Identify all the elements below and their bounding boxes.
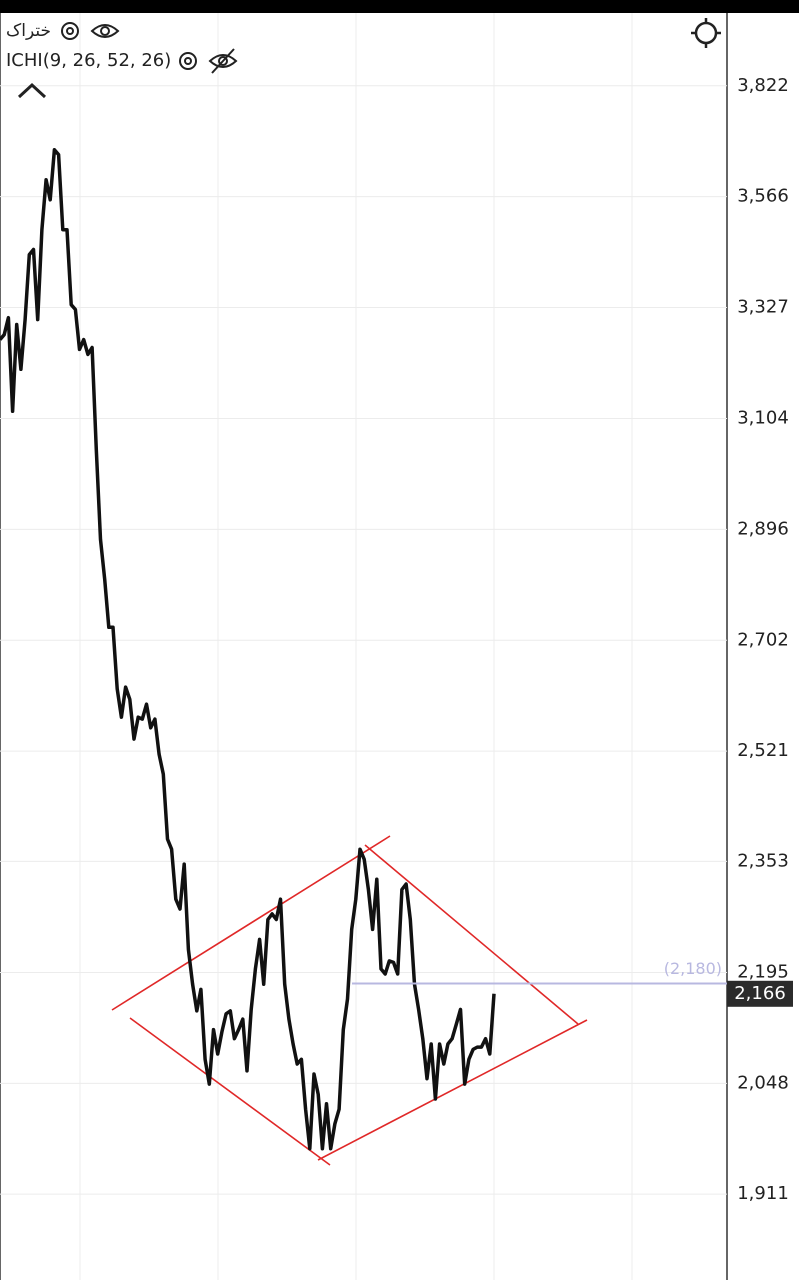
y-tick-label: 3,822 <box>737 75 789 96</box>
chart-title: ختراک <box>6 21 51 41</box>
price-line <box>0 148 496 1151</box>
y-tick-label: 3,104 <box>737 407 789 428</box>
alert-label: (2,180) <box>664 959 722 978</box>
last-price-label: 2,166 <box>734 983 786 1004</box>
crosshair-button[interactable] <box>691 18 721 48</box>
settings-icon[interactable] <box>61 22 79 40</box>
y-tick-label: 2,521 <box>737 740 789 761</box>
indicator-label: ICHI(9, 26, 52, 26) <box>6 50 171 71</box>
last-price-box <box>727 980 793 1007</box>
indicator-settings-icon[interactable] <box>179 52 197 70</box>
y-tick-label: 2,048 <box>737 1072 789 1093</box>
y-tick-label: 2,195 <box>737 962 789 983</box>
indicator-hidden-icon[interactable] <box>208 48 238 74</box>
status-bar <box>0 0 799 13</box>
y-tick-label: 2,702 <box>737 629 789 650</box>
trend-lines <box>111 835 588 1166</box>
vertical-grid <box>79 13 633 1280</box>
y-tick-label: 3,327 <box>737 297 789 318</box>
collapse-button[interactable] <box>17 82 47 99</box>
y-tick-label: 2,353 <box>737 850 789 871</box>
y-tick-label: 1,911 <box>737 1183 789 1204</box>
y-tick-label: 3,566 <box>737 186 789 207</box>
visibility-icon[interactable] <box>90 24 120 38</box>
y-tick-label: 2,896 <box>737 518 789 539</box>
